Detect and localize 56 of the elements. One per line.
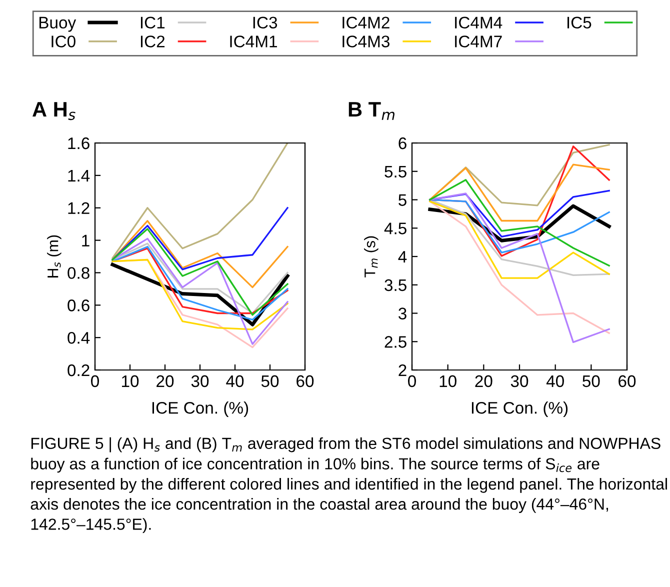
x-tick-label: 40 — [226, 375, 244, 388]
text: FIGURE 5 | (A) H$_{s}$ and (B) T$_{m}$ averaged from the ST6 model simulations and NOWPHAS buoy as a function of ice concentration in 10% bins. The source terms of S$_{ice}$ are represented by the different colored lines and identified in the legend panel. The horizontal axis denotes the ice concentration in the coastal area around the buoy (44°–46°N, 142.5°–145.5°E). — [30, 437, 667, 534]
y-tick-label: 2.5 — [384, 336, 406, 348]
x-tick-label: 60 — [618, 375, 636, 388]
x-tick-label: 10 — [122, 375, 139, 388]
chart-title: A H$_{s}$ — [32, 102, 76, 120]
y-tick-label: 5 — [398, 194, 406, 206]
x-tick-label: 50 — [261, 375, 279, 388]
y-tick-label: 1.4 — [68, 170, 90, 182]
legend-label: IC4M1 — [230, 36, 277, 48]
legend-label: IC4M3 — [342, 36, 390, 48]
x-axis-title: ICE Con. (%) — [152, 402, 248, 418]
x-tick-label: 60 — [296, 375, 314, 388]
x-tick-label: 10 — [440, 375, 456, 388]
y-tick-label: 4.5 — [384, 222, 406, 234]
x-tick-label: 0 — [91, 375, 99, 388]
legend-label: IC3 — [253, 16, 278, 29]
line-series — [112, 228, 288, 316]
x-tick-label: 20 — [475, 375, 492, 388]
legend-label: IC2 — [140, 36, 165, 48]
x-axis-title: ICE Con. (%) — [472, 402, 568, 418]
y-tick-label: 1.2 — [68, 202, 90, 214]
chart-title: B T$_{m}$ — [348, 102, 394, 120]
y-axis-title: H$_{s}$ (m) — [47, 235, 62, 278]
y-tick-label: 0.2 — [68, 364, 90, 376]
x-tick-label: 30 — [510, 375, 528, 388]
y-tick-label: 0.6 — [68, 300, 90, 312]
y-axis-title: T$_{m}$ (s) — [364, 236, 378, 278]
line-series — [112, 143, 288, 259]
y-tick-label: 0.8 — [68, 267, 90, 279]
line-series — [429, 198, 610, 254]
line-series — [429, 179, 610, 266]
legend-label: IC1 — [140, 16, 165, 29]
x-tick-label: 20 — [156, 375, 174, 388]
y-tick-label: 1 — [82, 234, 90, 246]
legend-label: IC4M4 — [455, 16, 502, 29]
y-tick-label: 6 — [398, 137, 406, 150]
legend-label: IC5 — [567, 16, 592, 29]
x-tick-label: 0 — [408, 375, 416, 388]
y-tick-label: 3.5 — [384, 279, 406, 292]
legend-label: IC0 — [52, 36, 76, 48]
y-tick-label: 0.4 — [68, 332, 90, 344]
x-tick-label: 50 — [582, 375, 600, 388]
line-series — [112, 220, 288, 288]
y-tick-label: 3 — [398, 308, 406, 320]
line-series — [429, 164, 610, 222]
legend-label: IC4M2 — [342, 16, 390, 29]
y-tick-label: 2 — [398, 364, 406, 376]
line-series — [112, 238, 288, 345]
y-tick-label: 4 — [398, 251, 407, 263]
legend-label: Buoy — [39, 16, 76, 32]
x-tick-label: 40 — [546, 375, 564, 388]
y-tick-label: 5.5 — [384, 166, 406, 178]
legend-label: IC4M7 — [455, 36, 502, 48]
x-tick-label: 30 — [191, 375, 209, 388]
y-tick-label: 1.6 — [68, 137, 90, 150]
